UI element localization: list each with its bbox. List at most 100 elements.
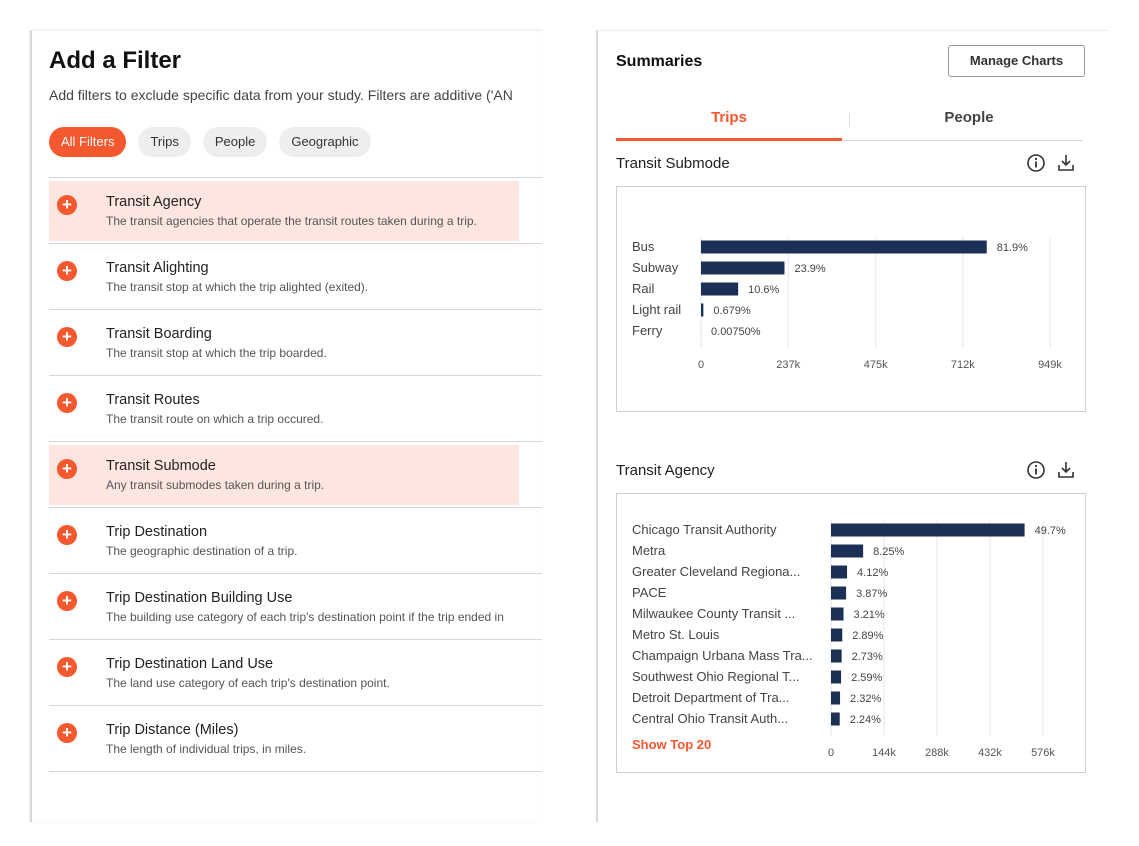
filter-item-description: The land use category of each trip's des…	[106, 676, 390, 690]
bar-value-label: 23.9%	[794, 263, 825, 275]
add-filter-icon[interactable]: +	[57, 459, 77, 479]
category-label: Central Ohio Transit Auth...	[632, 711, 788, 726]
bar-value-label: 2.24%	[850, 714, 881, 726]
x-tick-label: 288k	[925, 747, 949, 759]
add-filter-icon[interactable]: +	[57, 393, 77, 413]
filter-panel: Add a Filter Add filters to exclude spec…	[30, 30, 542, 822]
category-label: Subway	[632, 260, 679, 275]
chip-people[interactable]: People	[202, 127, 268, 157]
filter-item-description: The transit route on which a trip occure…	[106, 412, 324, 426]
category-label: Milwaukee County Transit ...	[632, 606, 795, 621]
filter-item[interactable]: + Trip Destination The geographic destinat…	[49, 508, 542, 574]
category-label: Chicago Transit Authority	[632, 522, 777, 537]
download-icon[interactable]	[1056, 460, 1076, 480]
chart-transit-agency: 0 144k 288k 432k 576k Chicago Transit Authori…	[616, 493, 1086, 773]
filter-item[interactable]: + Transit Routes The transit route on whic…	[49, 376, 542, 442]
filter-item[interactable]: + Trip Destination Land Use The land use c…	[49, 640, 542, 706]
filter-item-description: The geographic destination of a trip.	[106, 544, 298, 558]
add-filter-icon[interactable]: +	[57, 723, 77, 743]
filter-item-description: The transit stop at which the trip board…	[106, 346, 327, 360]
filter-item-name: Transit Boarding	[106, 326, 212, 342]
filter-item[interactable]: + Transit Boarding The transit stop at whi…	[49, 310, 542, 376]
filter-item-name: Trip Destination Building Use	[106, 590, 293, 606]
x-tick-label: 712k	[951, 359, 975, 371]
filter-item-description: Any transit submodes taken during a trip…	[106, 478, 325, 492]
x-tick-label: 0	[698, 359, 704, 371]
bar-value-label: 10.6%	[748, 284, 779, 296]
add-filter-icon[interactable]: +	[57, 327, 77, 347]
bar	[831, 565, 848, 579]
bar-value-label: 2.89%	[852, 630, 883, 642]
bar	[831, 691, 841, 705]
x-tick-label: 144k	[872, 747, 896, 759]
chart-title-transit-submode: Transit Submode	[616, 155, 730, 172]
bar-value-label: 3.21%	[854, 609, 885, 621]
add-filter-icon[interactable]: +	[57, 525, 77, 545]
category-label: Bus	[632, 239, 655, 254]
x-tick-label: 475k	[864, 359, 888, 371]
bar	[701, 303, 704, 317]
tab-people[interactable]: People	[944, 109, 994, 126]
category-label: Detroit Department of Tra...	[632, 690, 790, 705]
filter-item-name: Transit Agency	[106, 194, 202, 210]
filter-item-description: The building use category of each trip's…	[106, 610, 504, 624]
filter-item-name: Transit Alighting	[106, 260, 209, 276]
add-filter-icon[interactable]: +	[57, 591, 77, 611]
chart-svg-transit-submode: 0 237k 475k 712k 949k Bus 81.9% Subway 23.9% Rail…	[632, 237, 1062, 371]
x-tick-label: 432k	[978, 747, 1002, 759]
chip-trips[interactable]: Trips	[138, 127, 191, 157]
info-icon[interactable]	[1026, 153, 1046, 173]
bar	[831, 649, 842, 663]
chart-svg-transit-agency: 0 144k 288k 432k 576k Chicago Transit Authori…	[632, 520, 1066, 759]
category-label: Greater Cleveland Regiona...	[632, 564, 800, 579]
bar	[701, 240, 987, 254]
chip-geographic[interactable]: Geographic	[279, 127, 371, 157]
filter-item[interactable]: + Transit Agency The transit agencies that…	[49, 178, 542, 244]
filter-item-description: The transit agencies that operate the tr…	[106, 214, 477, 228]
filter-item-name: Trip Destination Land Use	[106, 656, 274, 672]
add-filter-icon[interactable]: +	[57, 657, 77, 677]
bar-value-label: 8.25%	[873, 546, 904, 558]
summary-tabs: Trips People	[616, 101, 1083, 141]
bar-value-label: 49.7%	[1035, 525, 1066, 537]
bar	[831, 544, 864, 558]
tab-divider	[849, 113, 850, 127]
filter-item-highlight	[49, 181, 519, 241]
filter-item[interactable]: + Trip Destination Building Use The buildi…	[49, 574, 542, 640]
filter-chip-group: All Filters Trips People Geographic	[49, 127, 371, 157]
filter-panel-description: Add filters to exclude specific data fro…	[49, 87, 513, 103]
x-tick-label: 0	[828, 747, 834, 759]
category-label: Champaign Urbana Mass Tra...	[632, 648, 813, 663]
download-icon[interactable]	[1056, 153, 1076, 173]
bar	[831, 607, 844, 621]
filter-item-description: The transit stop at which the trip aligh…	[106, 280, 369, 294]
x-tick-label: 237k	[776, 359, 800, 371]
chart-title-transit-agency: Transit Agency	[616, 462, 715, 479]
x-tick-label: 949k	[1038, 359, 1062, 371]
filter-item[interactable]: + Transit Submode Any transit submodes tak…	[49, 442, 542, 508]
filter-panel-title: Add a Filter	[49, 47, 182, 74]
tab-trips[interactable]: Trips	[616, 101, 842, 141]
bar	[831, 628, 843, 642]
manage-charts-button[interactable]: Manage Charts	[948, 45, 1085, 77]
bar-value-label: 2.59%	[851, 672, 882, 684]
x-tick-label: 576k	[1031, 747, 1055, 759]
filter-item-highlight	[49, 445, 519, 505]
show-top-20-link[interactable]: Show Top 20	[632, 737, 712, 752]
add-filter-icon[interactable]: +	[57, 195, 77, 215]
bar-value-label: 4.12%	[857, 567, 888, 579]
category-label: Light rail	[632, 302, 681, 317]
bar	[831, 523, 1025, 537]
chip-all-filters[interactable]: All Filters	[49, 127, 127, 157]
category-label: Rail	[632, 281, 655, 296]
bar-value-label: 0.00750%	[711, 326, 761, 338]
bar-value-label: 2.73%	[852, 651, 883, 663]
info-icon[interactable]	[1026, 460, 1046, 480]
filter-item[interactable]: + Trip Distance (Miles) The length of indi…	[49, 706, 542, 772]
filter-list: + Transit Agency The transit agencies that…	[49, 177, 542, 772]
category-label: Ferry	[632, 323, 663, 338]
filter-item[interactable]: + Transit Alighting The transit stop at wh…	[49, 244, 542, 310]
bar	[831, 670, 842, 684]
category-label: PACE	[632, 585, 667, 600]
add-filter-icon[interactable]: +	[57, 261, 77, 281]
